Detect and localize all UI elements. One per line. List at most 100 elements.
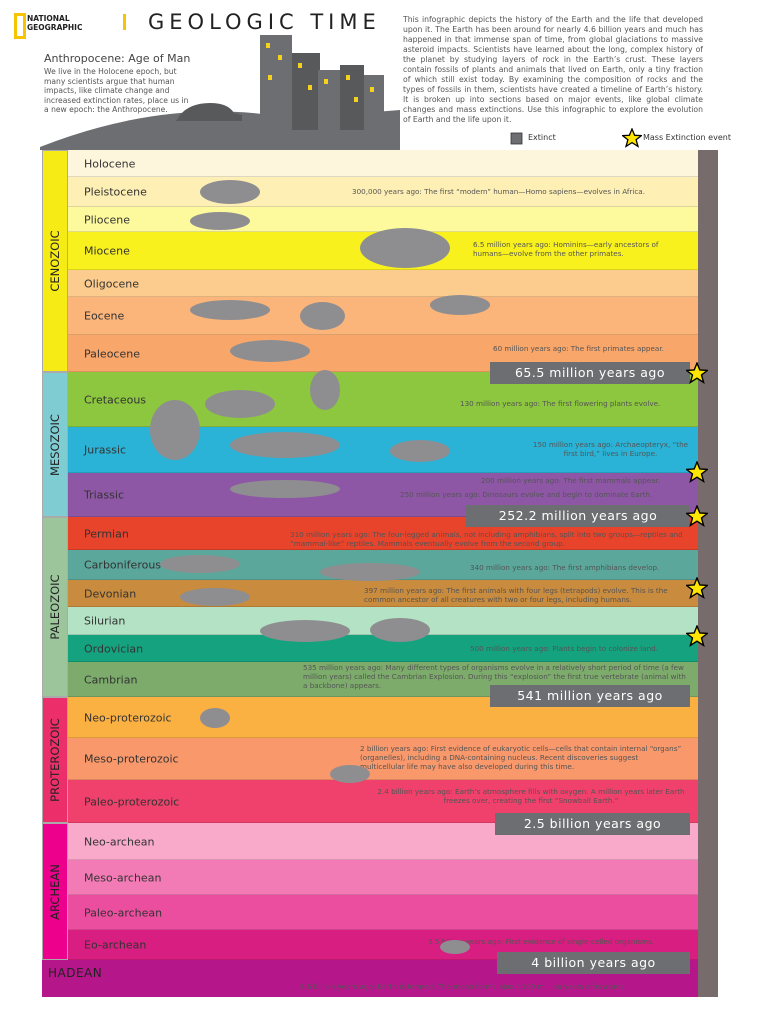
silhouette: [150, 400, 200, 460]
period-row: [68, 207, 698, 232]
note: 2.4 billion years ago: Earth’s atmospher…: [377, 787, 685, 805]
note: 397 million years ago: The first animals…: [364, 586, 668, 604]
period-name: Carboniferous: [84, 558, 162, 572]
note: 4.6 billion years ago: Earth is formed. …: [300, 982, 627, 991]
time-bar: [698, 150, 718, 997]
period-name: Meso-proterozoic: [84, 752, 179, 766]
note: 130 million years ago: The first floweri…: [460, 399, 661, 408]
anthropocene-text: We live in the Holocene epoch, but many …: [44, 67, 189, 115]
period-row: [68, 270, 698, 297]
silhouette: [440, 940, 470, 954]
note: 2 billion years ago: First evidence of e…: [360, 744, 682, 771]
period-row: [68, 580, 698, 607]
legend-star: [622, 128, 642, 148]
era-label: PROTEROZOIC: [48, 718, 62, 802]
period-name: Jurassic: [84, 443, 127, 457]
logo: NATIONAL GEOGRAPHIC: [27, 14, 83, 32]
period-name: Ordovician: [84, 642, 144, 655]
note: 310 million years ago: The four-legged a…: [290, 530, 683, 548]
silhouette: [370, 618, 430, 642]
boundary-label: 541 million years ago: [490, 685, 690, 707]
silhouette: [190, 212, 250, 230]
era-column: [42, 823, 68, 960]
legend-extinct: Extinct: [528, 133, 556, 142]
period-name: Eo-archean: [84, 938, 147, 952]
period-name: Pleistocene: [84, 185, 147, 199]
period-name: Neo-archean: [84, 835, 155, 848]
period-name: Permian: [84, 527, 129, 540]
era-label: MESOZOIC: [48, 413, 62, 476]
note: 60 million years ago: The first primates…: [493, 344, 664, 353]
boundary-label: 4 billion years ago: [497, 952, 690, 974]
period-row: [68, 297, 698, 335]
note: 6.5 million years ago: Hominins—early an…: [473, 240, 659, 258]
silhouette: [320, 563, 420, 581]
silhouette: [205, 390, 275, 418]
silhouette: [200, 180, 260, 204]
period-name: Holocene: [84, 157, 136, 170]
silhouette: [180, 588, 250, 606]
era-column: [42, 150, 68, 372]
period-name: Pliocene: [84, 213, 131, 226]
silhouette: [430, 295, 490, 315]
period-name: Cambrian: [84, 673, 138, 686]
silhouette: [190, 300, 270, 320]
extinction-star: [686, 577, 708, 599]
era-label: ARCHEAN: [48, 863, 62, 920]
note: 340 million years ago: The first amphibi…: [470, 563, 660, 572]
note: 150 million years ago: Archaeopteryx, “t…: [532, 440, 689, 458]
skyline: [40, 35, 400, 150]
period-name: Paleo-proterozoic: [84, 795, 180, 808]
boundary-label: 2.5 billion years ago: [495, 813, 690, 835]
period-name: Miocene: [84, 244, 130, 258]
silhouette: [360, 228, 450, 268]
period-name: Oligocene: [84, 277, 140, 290]
legend-extinct-swatch: [510, 132, 523, 145]
period-name: Silurian: [84, 614, 126, 628]
era-column: [42, 697, 68, 823]
silhouette: [330, 765, 370, 783]
period-name: Paleo-archean: [84, 906, 163, 919]
subtitle: Anthropocene: Age of Man: [44, 52, 191, 65]
period-name: Devonian: [84, 587, 137, 600]
era-label: CENOZOIC: [48, 230, 62, 292]
silhouette: [230, 480, 340, 498]
extinction-star: [686, 625, 708, 647]
silhouette: [260, 620, 350, 642]
period-row: [68, 895, 698, 930]
extinction-star: [686, 461, 708, 483]
period-name: Neo-proterozoic: [84, 711, 172, 724]
period-row: [68, 150, 698, 177]
silhouette: [230, 432, 340, 458]
note: 250 million years ago: Dinosaurs evolve …: [400, 490, 653, 499]
era-column: [42, 372, 68, 517]
silhouette: [230, 340, 310, 362]
title: GEOLOGIC TIME: [148, 10, 381, 34]
period-name: Eocene: [84, 309, 125, 323]
period-name: Paleocene: [84, 347, 140, 360]
legend-mass-extinction: Mass Extinction event: [643, 133, 731, 142]
note: 500 million years ago: Plants begin to c…: [470, 644, 658, 653]
era-column: [42, 517, 68, 697]
note: 200 million years ago: The first mammals…: [481, 476, 661, 485]
era-label: HADEAN: [48, 966, 103, 980]
silhouette: [300, 302, 345, 330]
note: 3.5 billion years ago: First evidence of…: [428, 937, 655, 946]
period-name: Triassic: [84, 488, 124, 502]
silhouette: [200, 708, 230, 728]
silhouette: [310, 370, 340, 410]
note: 300,000 years ago: The first “modern” hu…: [352, 187, 645, 196]
period-row: [68, 738, 698, 780]
period-row: [68, 177, 698, 207]
period-row: [68, 860, 698, 895]
title-bar: [123, 14, 126, 30]
silhouette: [390, 440, 450, 462]
period-name: Meso-archean: [84, 871, 162, 884]
intro: This infographic depicts the history of …: [403, 15, 703, 124]
logo-frame: [14, 13, 26, 39]
extinction-star: [686, 505, 708, 527]
period-name: Cretaceous: [84, 393, 147, 406]
silhouette: [160, 555, 240, 573]
extinction-star: [686, 362, 708, 384]
